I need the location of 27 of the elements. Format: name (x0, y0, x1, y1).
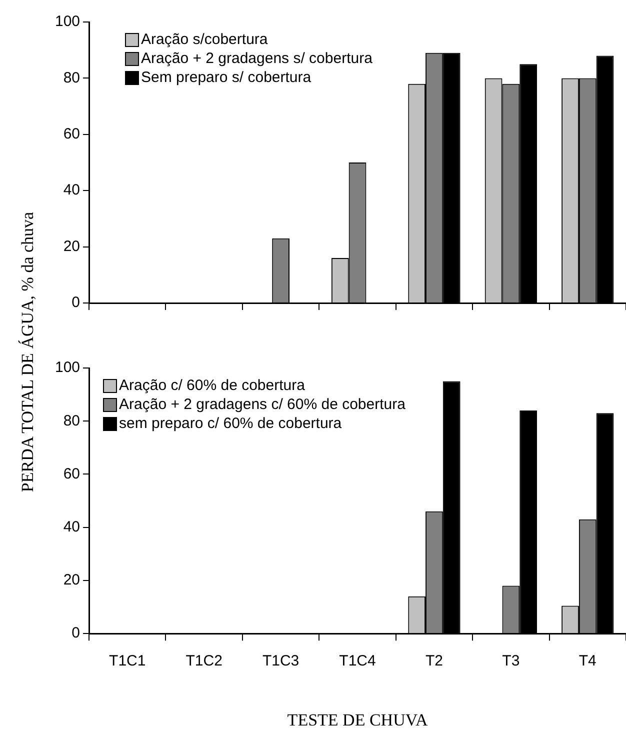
y-axis-title: PERDA TOTAL DE ÁGUA, % da chuva (18, 212, 38, 492)
legend-label: Aração + 2 gradagens c/ 60% de cobertura (119, 395, 406, 414)
legend-label: Aração + 2 gradagens s/ cobertura (141, 49, 372, 68)
y-tick-label: 80 (63, 69, 80, 86)
y-tick-label: 60 (63, 465, 80, 482)
x-tick-label: T4 (578, 652, 596, 670)
x-tick-label: T2 (425, 652, 443, 670)
y-tick-label: 60 (63, 126, 80, 143)
legend-label: Sem preparo s/ cobertura (141, 68, 312, 87)
x-tick-label: T1C2 (186, 652, 222, 670)
y-tick-label: 40 (63, 182, 80, 199)
y-tick-label: 0 (72, 624, 80, 642)
x-tick-label: T1C3 (262, 652, 300, 670)
y-tick-label: 20 (63, 572, 80, 589)
x-tick-label: T1C1 (109, 652, 146, 670)
y-tick-label: 100 (54, 13, 80, 30)
y-tick-label: 20 (63, 238, 80, 255)
x-tick-label: T3 (502, 652, 520, 670)
y-tick-label: 40 (63, 518, 80, 536)
y-tick-label: 0 (72, 294, 80, 312)
legend-label: sem preparo c/ 60% de cobertura (119, 414, 342, 433)
legend-label: Aração s/cobertura (141, 30, 268, 49)
y-tick-label: 80 (63, 412, 80, 430)
x-axis-title: TESTE DE CHUVA (287, 710, 428, 730)
y-tick-label: 100 (54, 359, 80, 376)
x-tick-label: T1C4 (339, 652, 376, 670)
legend-label: Aração c/ 60% de cobertura (119, 376, 305, 395)
